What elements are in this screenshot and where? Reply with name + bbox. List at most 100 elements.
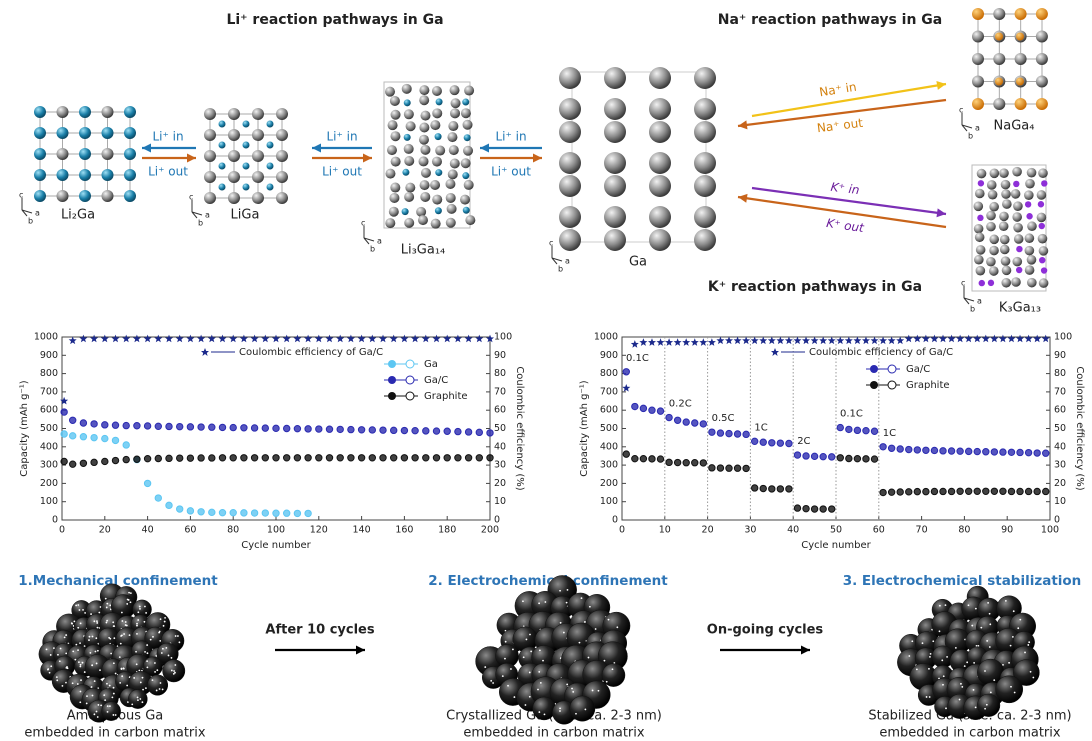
ce-point — [734, 337, 742, 345]
dot — [136, 633, 138, 635]
data-point — [683, 460, 689, 466]
x-tick-label: 60 — [184, 525, 196, 536]
dot — [526, 639, 528, 641]
caption: embedded in carbon matrix — [24, 726, 206, 741]
dot — [86, 703, 88, 705]
atom — [1012, 167, 1022, 177]
dot — [80, 664, 82, 666]
atom — [463, 120, 473, 130]
legend-label: Coulombic efficiency of Ga/C — [809, 347, 953, 358]
atom — [252, 108, 264, 120]
data-point — [455, 455, 461, 461]
ce-point — [802, 337, 810, 345]
data-point — [177, 455, 183, 461]
data-point — [940, 488, 946, 494]
y2-tick-label: 40 — [494, 441, 506, 452]
data-point — [61, 431, 67, 437]
dot — [173, 670, 175, 672]
caption: embedded in carbon matrix — [463, 726, 645, 741]
data-point — [983, 488, 989, 494]
y-tick-label: 300 — [600, 460, 618, 471]
x-tick-label: 30 — [744, 525, 756, 536]
ce-point — [251, 335, 259, 343]
dot — [1027, 644, 1029, 646]
data-point — [811, 506, 817, 512]
data-point — [649, 456, 655, 462]
atom — [228, 108, 240, 120]
y-tick-label: 400 — [600, 441, 618, 452]
dot — [113, 693, 115, 695]
atom — [1025, 179, 1035, 189]
dot — [73, 620, 75, 622]
atom — [1026, 213, 1032, 219]
y-tick-label: 900 — [600, 350, 618, 361]
dot — [989, 646, 991, 648]
x-tick-label: 200 — [481, 525, 499, 536]
dot — [96, 620, 98, 622]
dot — [539, 649, 541, 651]
ce-point — [999, 335, 1007, 343]
dot — [538, 711, 540, 713]
dot — [160, 618, 162, 620]
data-point — [273, 510, 279, 516]
data-point — [906, 446, 912, 452]
data-point — [209, 455, 215, 461]
atom — [694, 67, 716, 89]
axis-letter: a — [377, 237, 382, 246]
ce-point — [358, 335, 366, 343]
particle — [128, 690, 147, 709]
dot — [84, 671, 86, 673]
axis-letter: c — [19, 191, 23, 200]
dot — [121, 634, 123, 636]
dot — [97, 650, 99, 652]
dot — [133, 677, 135, 679]
atom — [124, 169, 136, 181]
dot — [1030, 671, 1032, 673]
axis-letter: a — [205, 211, 210, 220]
data-point — [948, 448, 954, 454]
data-point — [863, 427, 869, 433]
data-point — [871, 428, 877, 434]
data-point — [123, 456, 129, 462]
ce-point — [1033, 335, 1041, 343]
data-point — [974, 448, 980, 454]
dot — [46, 648, 48, 650]
legend-label: Ga — [424, 359, 438, 370]
y2-tick-label: 0 — [494, 515, 500, 526]
atom — [402, 84, 412, 94]
atom — [267, 142, 274, 149]
dot — [50, 654, 52, 656]
dot — [929, 656, 931, 658]
dot — [930, 653, 932, 655]
dot — [529, 634, 531, 636]
data-point — [284, 455, 290, 461]
ce-point — [811, 337, 819, 345]
dot — [80, 691, 82, 693]
data-point — [326, 455, 332, 461]
data-point — [794, 452, 800, 458]
data-point — [112, 457, 118, 463]
ce-point — [691, 338, 699, 346]
ce-point — [475, 335, 483, 343]
data-point — [70, 417, 76, 423]
data-point — [465, 455, 471, 461]
dot — [125, 621, 127, 623]
data-point — [957, 488, 963, 494]
li-in: Li⁺ in — [495, 130, 526, 144]
atom — [1027, 255, 1037, 265]
ce-point — [454, 335, 462, 343]
y2-tick-label: 10 — [1054, 496, 1066, 507]
x-tick-label: 140 — [353, 525, 371, 536]
atom — [79, 148, 91, 160]
data-point — [897, 489, 903, 495]
data-point — [144, 455, 150, 461]
atom — [219, 142, 226, 149]
dot — [1014, 692, 1016, 694]
atom — [436, 98, 443, 105]
dot — [154, 671, 156, 673]
dot — [928, 668, 930, 670]
data-point — [61, 409, 67, 415]
dot — [492, 682, 494, 684]
y-tick-label: 0 — [612, 515, 618, 526]
dot — [97, 716, 99, 718]
